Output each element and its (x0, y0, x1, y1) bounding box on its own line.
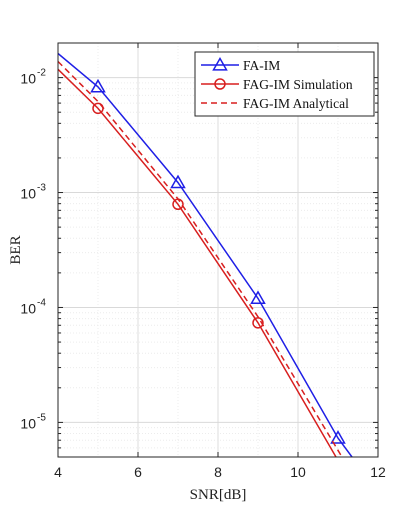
x-tick-label: 12 (370, 464, 386, 480)
series-line-2 (58, 60, 343, 457)
y-tick-label-base: 10 (20, 71, 36, 87)
x-tick-label: 10 (290, 464, 306, 480)
data-point-marker (170, 174, 186, 189)
y-axis-label: BER (8, 235, 24, 264)
y-tick-label-exponent: -2 (37, 68, 46, 79)
y-tick-label-exponent: -4 (37, 297, 46, 308)
y-tick-label: 10 -3 (20, 183, 46, 202)
legend-box (194, 51, 375, 117)
legend-label: FAG-IM Analytical (243, 96, 349, 111)
series-line-1 (58, 68, 337, 457)
data-point-marker (250, 290, 266, 304)
legend-label: FAG-IM Simulation (243, 77, 353, 92)
y-tick-label: 10 -4 (20, 297, 46, 316)
y-tick-label-base: 10 (20, 186, 36, 202)
legend-label: FA-IM (243, 58, 280, 73)
legend-marker (212, 56, 228, 71)
y-tick-label-exponent: -3 (37, 183, 46, 194)
x-tick-label: 6 (134, 464, 142, 480)
series-lines (58, 52, 353, 457)
series-layer (58, 52, 353, 457)
y-tick-label: 10 -2 (20, 68, 46, 87)
y-tick-label-base: 10 (20, 415, 36, 431)
data-point-marker (330, 430, 346, 444)
data-point-marker (90, 78, 106, 93)
x-tick-label: 8 (214, 464, 222, 480)
y-tick-label-base: 10 (20, 300, 36, 316)
series-line-0 (58, 52, 353, 457)
legend-marker (214, 78, 226, 90)
legend: FA-IM FAG-IM Simulation FAG-IM Analytical (194, 51, 375, 117)
x-tick-label: 4 (54, 464, 62, 480)
y-tick-label-exponent: -5 (37, 412, 46, 423)
x-axis-label: SNR[dB] (190, 487, 247, 503)
y-tick-label: 10 -5 (20, 412, 46, 431)
